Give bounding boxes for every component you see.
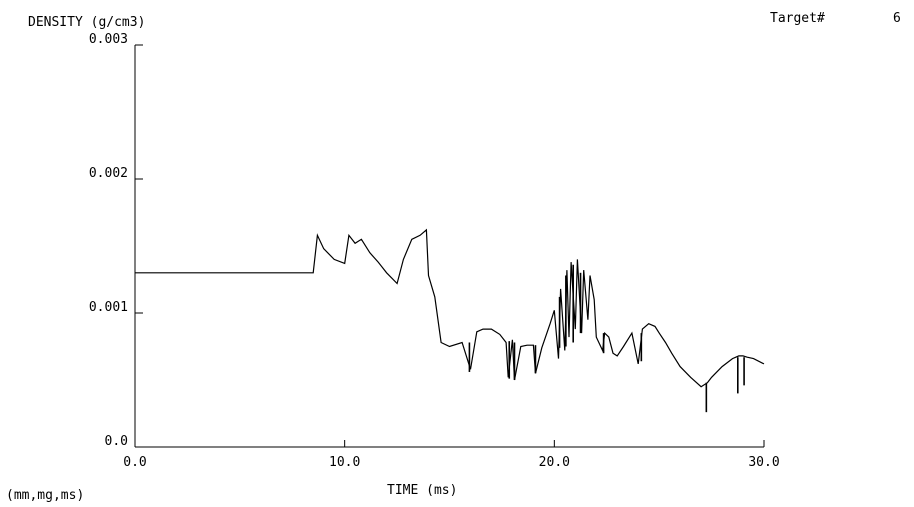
target-label: Target# <box>770 11 825 26</box>
y-axis-label: DENSITY (g/cm3) <box>28 15 145 30</box>
density-series-line <box>135 228 765 388</box>
y-tick-label: 0.0 <box>105 434 128 449</box>
x-axis-label: TIME (ms) <box>387 483 457 498</box>
density-spikes <box>468 264 745 413</box>
x-tick-label: 10.0 <box>329 455 360 470</box>
x-tick-label: 30.0 <box>748 455 779 470</box>
target-value: 6 <box>893 11 901 26</box>
x-tick-label: 20.0 <box>539 455 570 470</box>
y-axis-ticks: 0.0 0.001 0.002 0.003 <box>89 32 143 449</box>
y-tick-label: 0.001 <box>89 300 128 315</box>
x-tick-label: 0.0 <box>123 455 146 470</box>
x-axis-ticks: 0.0 10.0 20.0 30.0 <box>123 440 780 470</box>
y-tick-label: 0.002 <box>89 166 128 181</box>
y-tick-label: 0.003 <box>89 32 128 47</box>
units-label: (mm,mg,ms) <box>6 488 84 503</box>
